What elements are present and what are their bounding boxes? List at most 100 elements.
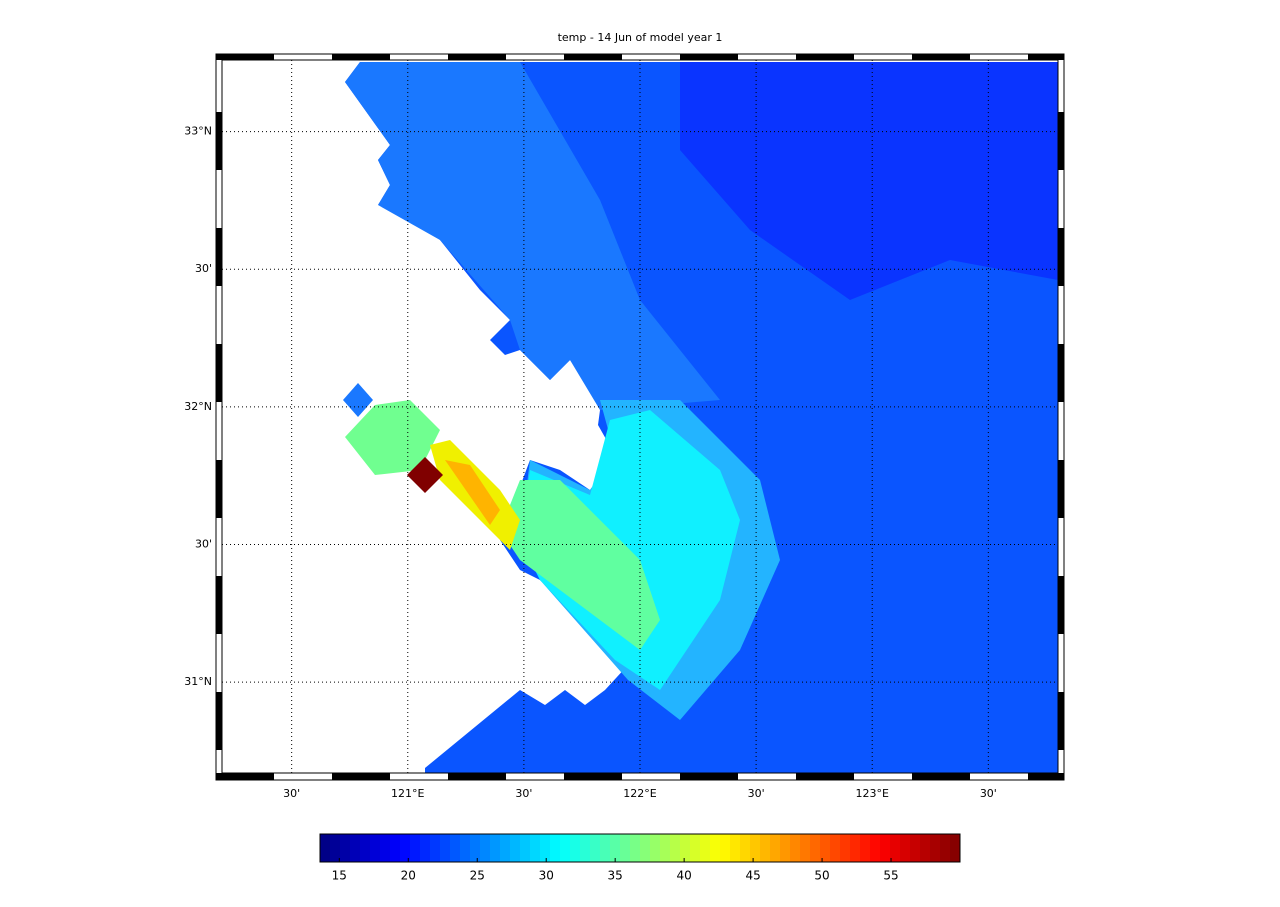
frame-bar (1028, 773, 1064, 780)
colorbar-step (890, 834, 901, 862)
frame-bar (1058, 576, 1064, 634)
frame-bar (216, 112, 222, 170)
colorbar-step (490, 834, 501, 862)
colorbar-step (670, 834, 681, 862)
colorbar-step (570, 834, 581, 862)
colorbar-step (680, 834, 691, 862)
ocean-field (343, 62, 1058, 773)
colorbar-step (560, 834, 571, 862)
colorbar-step (330, 834, 341, 862)
colorbar-tick-label: 50 (814, 869, 829, 883)
colorbar-step (360, 834, 371, 862)
frame-bar (216, 344, 222, 402)
x-tick-label: 30' (515, 787, 532, 800)
colorbar-step (470, 834, 481, 862)
colorbar-step (390, 834, 401, 862)
colorbar-step (460, 834, 471, 862)
frame-bar (448, 773, 506, 780)
frame-bar (1058, 692, 1064, 750)
frame-bar (216, 228, 222, 286)
colorbar-step (580, 834, 591, 862)
colorbar-step (900, 834, 911, 862)
y-tick-label: 30' (195, 538, 212, 551)
colorbar-step (820, 834, 831, 862)
frame-bar (1058, 228, 1064, 286)
colorbar-frame (319, 833, 961, 863)
colorbar-step (930, 834, 941, 862)
frame-bar (448, 54, 506, 60)
colorbar-step (780, 834, 791, 862)
colorbar-step (740, 834, 751, 862)
colorbar-step (750, 834, 761, 862)
colorbar-step (640, 834, 651, 862)
colorbar-tick-label: 55 (883, 869, 898, 883)
frame-bar (1028, 54, 1064, 60)
colorbar-step (650, 834, 661, 862)
colorbar-step (320, 834, 331, 862)
colorbar-step (860, 834, 871, 862)
colorbar-tick-label: 25 (470, 869, 485, 883)
map-frame (215, 53, 1065, 781)
frame-outer (215, 53, 1065, 781)
x-tick-label: 30' (283, 787, 300, 800)
frame-bar (216, 773, 274, 780)
x-tick-label: 123°E (855, 787, 888, 800)
colorbar-step (540, 834, 551, 862)
colorbar-step (450, 834, 461, 862)
colorbar-step (710, 834, 721, 862)
colorbar-step (350, 834, 361, 862)
colorbar-step (760, 834, 771, 862)
colorbar: 15 20 25 30 35 40 45 50 55 (319, 833, 961, 883)
x-tick-label: 121°E (391, 787, 424, 800)
x-tick-label: 30' (980, 787, 997, 800)
frame-inner (221, 59, 1059, 774)
colorbar-step (430, 834, 441, 862)
y-tick-label: 30' (195, 262, 212, 275)
estuary-blue (343, 383, 373, 417)
x-tick-label: 122°E (623, 787, 656, 800)
colorbar-step (590, 834, 601, 862)
frame-bar (332, 54, 390, 60)
colorbar-step (410, 834, 421, 862)
frame-bar (564, 773, 622, 780)
colorbar-step (520, 834, 531, 862)
colorbar-step (730, 834, 741, 862)
y-tick-label: 32°N (184, 400, 212, 413)
frame-bar (216, 460, 222, 518)
colorbar-tick-label: 30 (539, 869, 554, 883)
frame-bar (564, 54, 622, 60)
colorbar-step (870, 834, 881, 862)
colorbar-step (340, 834, 351, 862)
y-tick-label: 33°N (184, 125, 212, 138)
colorbar-step (720, 834, 731, 862)
title: temp - 14 Jun of model year 1 (558, 31, 723, 44)
colorbar-step (600, 834, 611, 862)
colorbar-step (830, 834, 841, 862)
hot-cell (407, 457, 443, 493)
frame-bar (1058, 344, 1064, 402)
frame-bar (796, 773, 854, 780)
y-tick-label: 31°N (184, 675, 212, 688)
frame-bar (680, 54, 738, 60)
colorbar-tick-label: 40 (676, 869, 691, 883)
colorbar-step (620, 834, 631, 862)
colorbar-step (440, 834, 451, 862)
colorbar-step (530, 834, 541, 862)
colorbar-step (610, 834, 621, 862)
coastal-band (345, 62, 720, 410)
colorbar-step (380, 834, 391, 862)
frame-bar (796, 54, 854, 60)
colorbar-tick-label: 35 (608, 869, 623, 883)
cool-offshore (680, 62, 1058, 300)
colorbar-tick-label: 20 (401, 869, 416, 883)
frame-bar (1058, 112, 1064, 170)
colorbar-step (510, 834, 521, 862)
colorbar-step (480, 834, 491, 862)
plume-green (500, 480, 660, 650)
frame-bar (332, 773, 390, 780)
colorbar-step (630, 834, 641, 862)
colorbar-step (950, 834, 961, 862)
colorbar-step (840, 834, 851, 862)
colorbar-step (800, 834, 811, 862)
